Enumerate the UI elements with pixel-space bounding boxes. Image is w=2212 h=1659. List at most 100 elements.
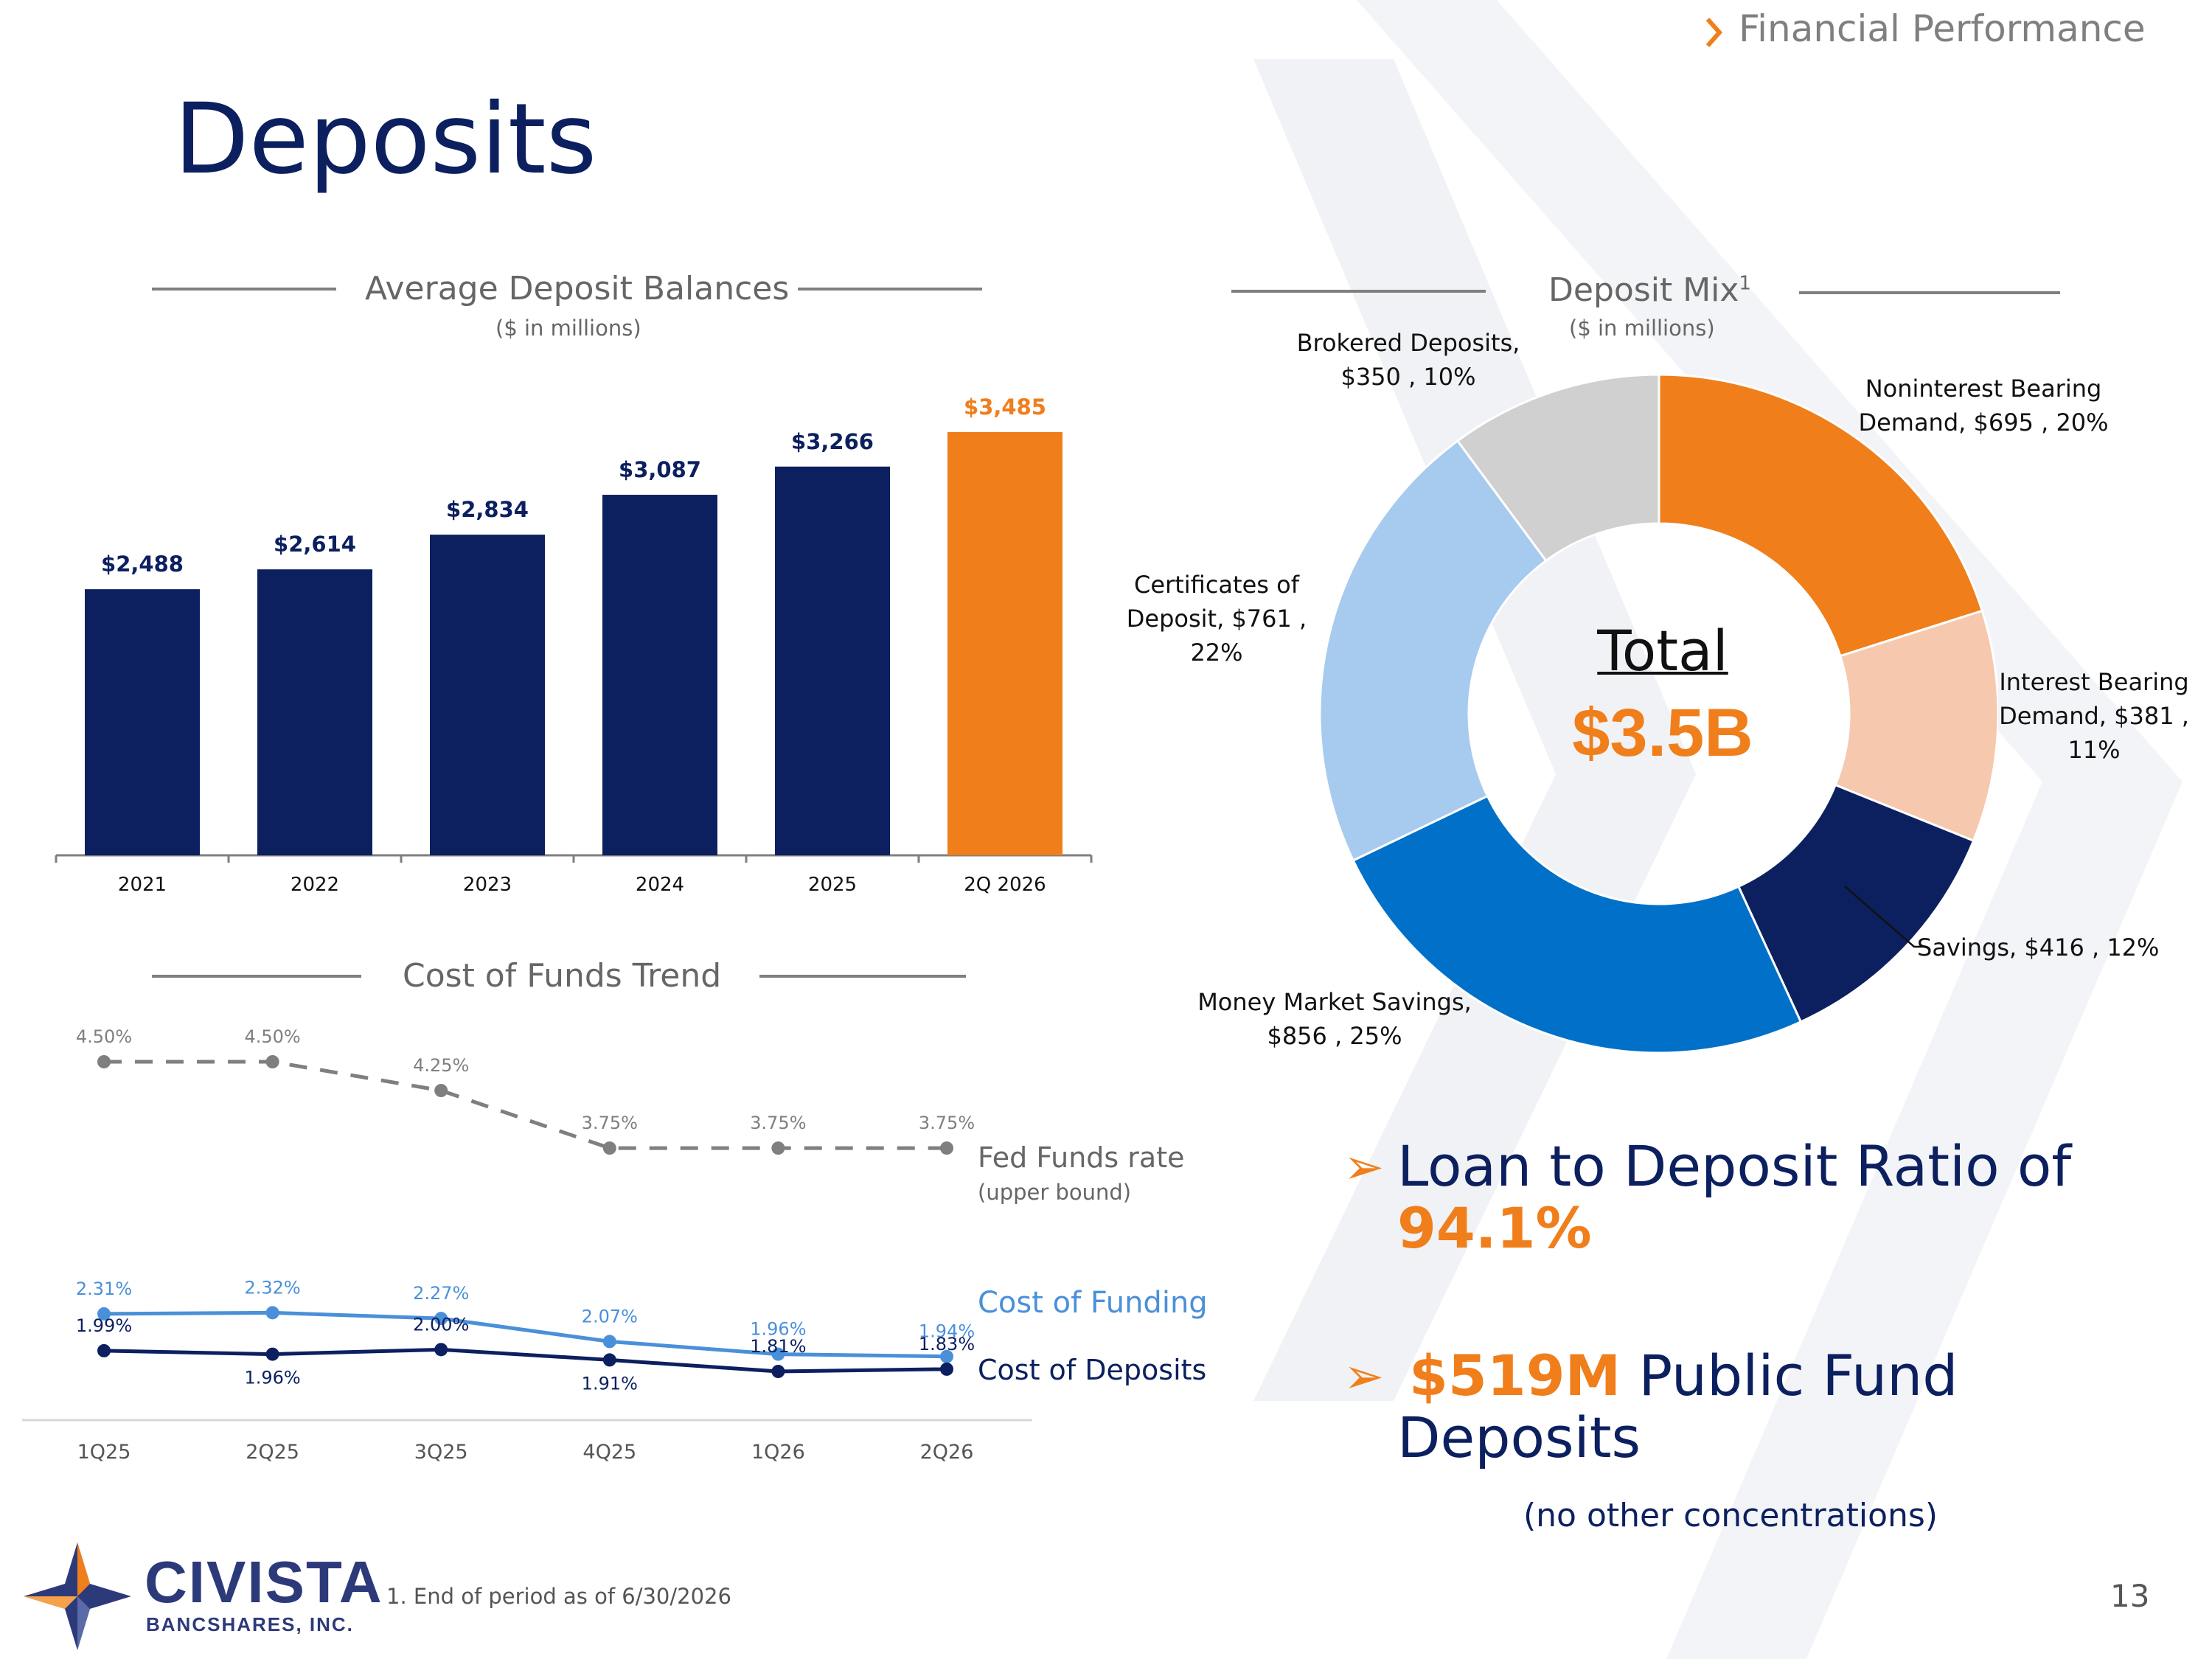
bar-category-label: 2025	[808, 874, 857, 896]
series-point-0	[771, 1141, 785, 1155]
bar-category-label: 2Q 2026	[964, 874, 1046, 896]
series-point-1	[265, 1306, 279, 1320]
series-point-2	[940, 1362, 953, 1376]
line-category-label: 4Q25	[582, 1441, 636, 1464]
series-line-2	[103, 1347, 947, 1374]
bar-category-label: 2022	[291, 874, 339, 896]
public-fund-bullet: $519M Public Fund Deposits	[1397, 1345, 2135, 1469]
donut-slice-noninterest	[1658, 375, 1984, 658]
bar-2025	[775, 466, 890, 855]
section-label: Financial Performance	[1739, 7, 2146, 50]
donut-slice-savings	[1736, 783, 1975, 1023]
series-data-label-2: 1.96%	[244, 1368, 300, 1388]
donut-label-brokered: Brokered Deposits, $350 , 10%	[1296, 329, 1520, 391]
bar-title-rule-right	[798, 288, 982, 291]
series-point-0	[265, 1055, 279, 1068]
bar-value-label: $3,087	[619, 457, 701, 482]
series-point-1	[434, 1312, 448, 1326]
series-data-label-0: 3.75%	[919, 1113, 975, 1133]
series-data-label-0: 3.75%	[750, 1113, 806, 1133]
bar-value-label: $2,488	[101, 552, 184, 577]
series-data-label-1: 2.31%	[76, 1279, 132, 1299]
ltd-text: Loan to Deposit Ratio of	[1397, 1133, 2072, 1199]
bar-value-label: $3,266	[791, 429, 874, 454]
series-data-label-0: 4.25%	[413, 1055, 469, 1076]
donut-label-certificates: Certificates of Deposit, $761 , 22%	[1126, 571, 1307, 667]
series-point-0	[602, 1141, 616, 1155]
chevron-right-icon	[1705, 18, 1723, 47]
logo-wordmark: CIVISTA	[145, 1549, 383, 1615]
bar-chart-title: Average Deposit Balances	[365, 270, 790, 307]
series-point-2	[602, 1353, 616, 1367]
series-data-label-0: 3.75%	[582, 1113, 638, 1133]
donut-center-value: $3.5B	[1572, 695, 1753, 771]
loan-to-deposit-bullet: Loan to Deposit Ratio of 94.1%	[1397, 1135, 2135, 1259]
series-point-2	[771, 1365, 785, 1378]
public-fund-value: $519M	[1409, 1343, 1621, 1408]
series-point-1	[771, 1347, 785, 1361]
series-data-label-1: 1.94%	[919, 1321, 975, 1342]
series-point-2	[265, 1347, 279, 1361]
arrow-bullet-icon-2: ➢	[1343, 1349, 1385, 1403]
bar-2q-2026	[947, 431, 1062, 855]
logo-subtext: BANCSHARES, INC.	[146, 1613, 354, 1635]
public-fund-text-2: Deposits	[1397, 1405, 1641, 1470]
series-point-2	[434, 1343, 448, 1357]
series-data-label-1: 2.32%	[244, 1277, 300, 1298]
bar-value-label: $2,614	[274, 532, 356, 557]
bar-category-label: 2024	[636, 874, 684, 896]
donut-slice-money-market	[1352, 794, 1803, 1053]
donut-label-money-market: Money Market Savings, $856 , 25%	[1197, 988, 1472, 1050]
line-category-label: 1Q25	[77, 1441, 131, 1464]
donut-title-rule-right	[1799, 291, 2060, 294]
page-title: Deposits	[174, 83, 597, 196]
bar-category-label: 2023	[463, 874, 512, 896]
series-point-1	[97, 1307, 111, 1321]
legend-cost-of-deposits: Cost of Deposits	[978, 1354, 1207, 1386]
series-data-label-2: 1.81%	[750, 1336, 806, 1357]
bar-value-label: $3,485	[964, 394, 1046, 420]
line-title-rule-right	[759, 975, 966, 978]
series-data-label-0: 4.50%	[76, 1026, 132, 1047]
series-point-0	[434, 1084, 448, 1098]
legend-cost-of-funding: Cost of Funding	[978, 1286, 1208, 1320]
series-point-2	[97, 1343, 111, 1357]
bar-chart: $2,488 2021 $2,614 2022 $2,834 2023 $3,087 2024…	[55, 394, 1093, 896]
line-chart: 1Q25 2Q25 3Q25 4Q25 1Q26 2Q26 4.50% 4.50% 4.25% 3…	[22, 1026, 1032, 1464]
bar-category-label: 2021	[118, 874, 167, 896]
donut-label-savings: Savings, $416 , 12%	[1917, 933, 2160, 961]
footnote: 1. End of period as of 6/30/2026	[386, 1584, 731, 1609]
line-category-label: 2Q26	[920, 1441, 974, 1464]
line-category-label: 1Q26	[751, 1441, 805, 1464]
donut-chart-subtitle: ($ in millions)	[1569, 316, 1715, 341]
series-data-label-2: 1.91%	[582, 1373, 638, 1394]
page-number: 13	[2110, 1578, 2150, 1614]
public-fund-text: Public Fund	[1638, 1343, 1958, 1408]
donut-slice-brokered	[1455, 375, 1660, 563]
donut-label-interest: Interest Bearing Demand, $381 , 11%	[1999, 668, 2189, 764]
line-category-label: 3Q25	[414, 1441, 468, 1464]
bar-chart-subtitle: ($ in millions)	[495, 316, 641, 341]
savings-leader-line	[1844, 886, 1926, 948]
concentration-note: (no other concentrations)	[1523, 1497, 1938, 1534]
series-data-label-0: 4.50%	[244, 1026, 300, 1047]
donut-chart	[1320, 375, 1998, 1053]
series-line-1	[103, 1310, 947, 1359]
series-point-0	[940, 1141, 953, 1155]
line-title-rule-left	[152, 975, 361, 978]
footnote-marker: 1	[1739, 272, 1751, 295]
line-category-label: 2Q25	[246, 1441, 299, 1464]
bar-2022	[257, 569, 372, 855]
bar-title-rule-left	[152, 288, 336, 291]
series-point-1	[602, 1335, 616, 1349]
donut-title-rule-left	[1231, 290, 1486, 293]
series-point-1	[940, 1349, 953, 1363]
bar-2021	[85, 589, 200, 855]
legend-fed-funds-sub: (upper bound)	[978, 1180, 1132, 1205]
civista-logo-star-icon	[24, 1543, 131, 1650]
line-chart-title: Cost of Funds Trend	[403, 957, 722, 995]
bar-value-label: $2,834	[446, 497, 529, 522]
ltd-value: 94.1%	[1397, 1195, 1592, 1261]
bar-2023	[430, 535, 545, 855]
